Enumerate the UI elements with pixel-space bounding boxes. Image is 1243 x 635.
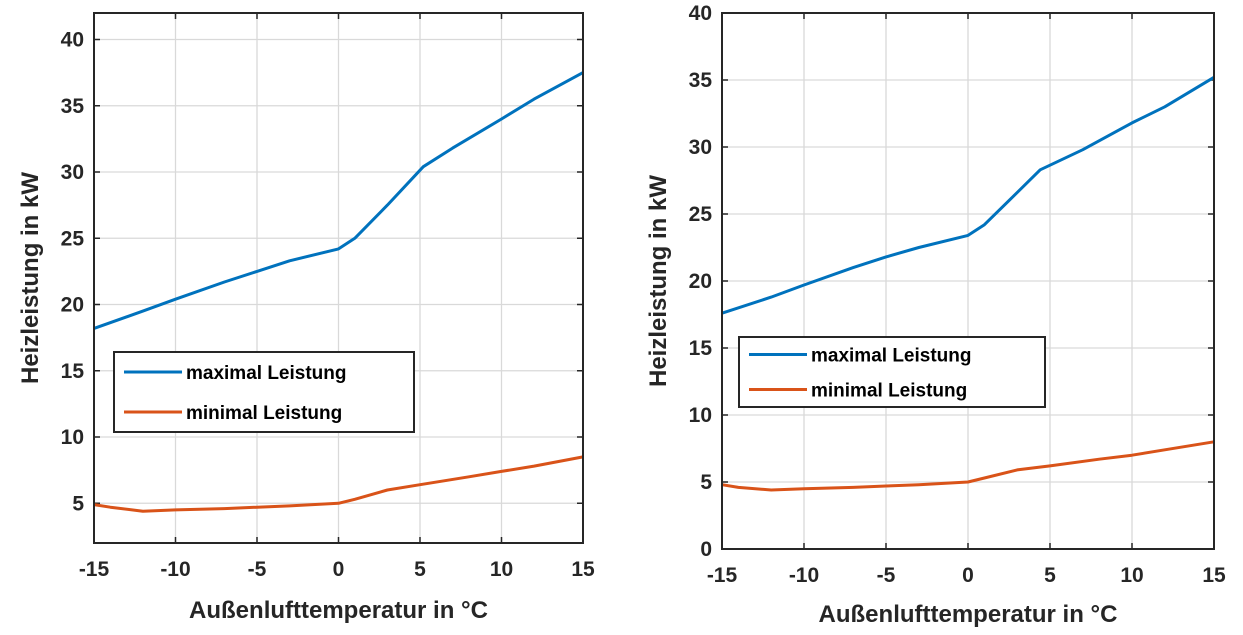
y-tick-label: 30 [61,161,84,184]
x-tick-label: 15 [1202,564,1226,587]
legend-label-2: minimal Leistung [811,381,967,402]
x-tick-label: 10 [490,558,513,581]
legend-box [738,336,1046,408]
series-line-2 [721,440,1215,492]
y-tick-label: 40 [61,29,84,52]
y-tick-label: 25 [689,203,713,226]
x-tick-label: -15 [707,564,738,587]
x-tick-label: -5 [877,564,896,587]
y-tick-label: 0 [700,538,712,561]
series-line-1 [93,71,584,330]
y-tick-label: 35 [61,95,85,118]
x-tick-label: -15 [79,558,110,581]
legend-box [113,351,415,433]
y-tick-label: 20 [61,294,84,317]
y-tick-label: 40 [689,2,712,25]
chart-panel-2: -15 -10 -5 0 5 10 15 0 5 10 15 20 25 30 35 40 Außenluftt… [645,2,1226,628]
y-tick-label: 30 [689,136,712,159]
x-axis-label: Außenlufttemperatur in °C [819,601,1118,628]
y-tick-label: 35 [689,69,713,92]
y-axis-label: Heizleistung in kW [17,172,44,384]
x-tick-label: 5 [414,558,426,581]
axes-frame [93,12,584,544]
legend: maximal Leistung minimal Leistung [113,351,415,433]
x-axis-label: Außenlufttemperatur in °C [189,597,488,624]
x-tick-label: 15 [571,558,595,581]
x-tick-label: 0 [333,558,345,581]
y-tick-label: 20 [689,270,712,293]
series-line-1 [721,76,1215,315]
x-tick-label: 0 [962,564,974,587]
y-tick-label: 5 [700,471,712,494]
y-tick-label: 10 [61,426,84,449]
x-tick-label: -5 [248,558,267,581]
y-tick-label: 15 [61,360,85,383]
legend-label-2: minimal Leistung [186,403,342,424]
x-tick-label: 10 [1120,564,1143,587]
y-tick-label: 25 [61,227,85,250]
series-line-2 [93,455,584,513]
legend-label-1: maximal Leistung [186,363,347,384]
y-tick-label: 15 [689,337,713,360]
legend-label-1: maximal Leistung [811,346,972,367]
legend: maximal Leistung minimal Leistung [738,336,1046,408]
x-tick-label: -10 [789,564,819,587]
x-tick-label: -10 [160,558,190,581]
axes-frame [721,12,1215,550]
y-tick-label: 10 [689,404,712,427]
y-axis-label: Heizleistung in kW [645,175,672,387]
x-tick-label: 5 [1044,564,1056,587]
y-tick-label: 5 [72,492,84,515]
chart-panel-1: -15 -10 -5 0 5 10 15 5 10 15 20 25 30 35 40 Außenluftte… [17,12,595,624]
